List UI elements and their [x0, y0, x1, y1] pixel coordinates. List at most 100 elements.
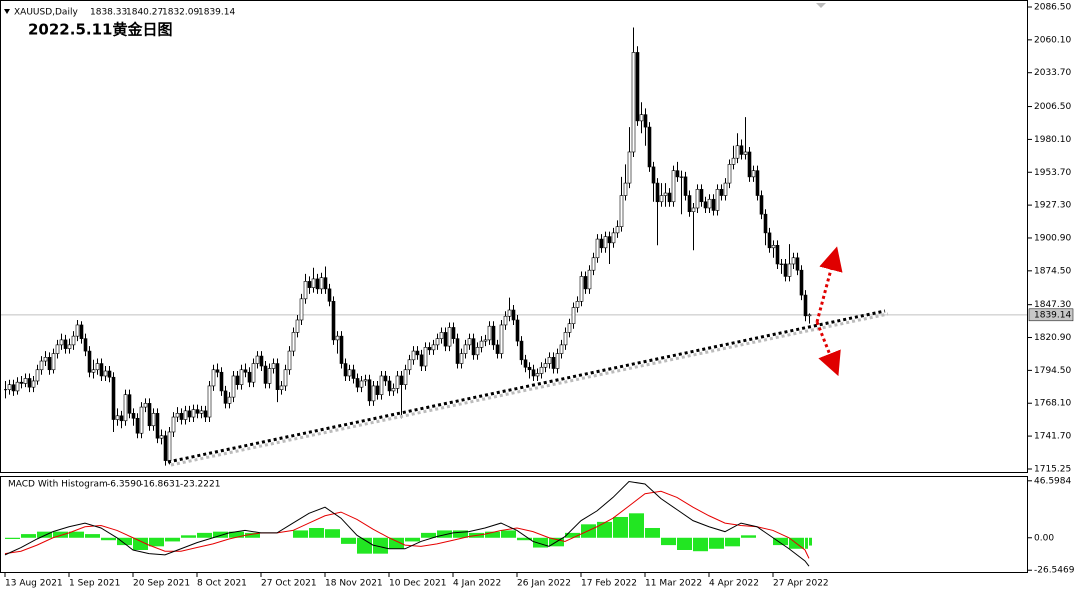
histogram-bar: [37, 531, 52, 538]
histogram-bar: [517, 537, 532, 541]
histogram-bar: [405, 537, 420, 542]
candle-body: [99, 363, 104, 377]
candle-body: [743, 151, 748, 155]
candle-body: [507, 309, 512, 317]
candle-body: [471, 338, 476, 356]
y-tick-label: 2006.50: [1034, 102, 1071, 112]
histogram-bar: [725, 537, 740, 547]
histogram-bar: [5, 537, 20, 539]
histogram-bar: [341, 537, 356, 544]
candle-body: [195, 409, 200, 414]
candle-body: [127, 394, 132, 414]
signal-line: [4, 490, 810, 559]
y-tick-label: 1794.50: [1034, 366, 1071, 376]
candle-body: [711, 198, 716, 211]
candle-body: [79, 324, 84, 339]
main-panel: [0, 0, 1028, 473]
candle-body: [667, 192, 672, 203]
candle-body: [467, 338, 472, 346]
y-tick-label: 1927.30: [1034, 201, 1071, 211]
ohlc-high: 1840.27: [126, 8, 163, 18]
candle-body: [267, 368, 272, 384]
candle-body: [707, 198, 712, 209]
candle-body: [231, 375, 236, 398]
candle-body: [119, 415, 124, 422]
histogram-bar: [741, 535, 756, 538]
candle-body: [599, 238, 604, 249]
candle-body: [315, 278, 320, 290]
candle-body: [539, 366, 544, 374]
histogram-bar: [645, 527, 660, 538]
candle-body: [399, 375, 404, 385]
candle-body: [631, 52, 636, 153]
candle-body: [787, 263, 792, 277]
candle-body: [759, 195, 764, 215]
candle-body: [583, 276, 588, 290]
candle-body: [767, 232, 772, 249]
histogram-bar: [565, 532, 580, 538]
y-tick-label: 1874.50: [1034, 266, 1071, 276]
candle-body: [459, 353, 464, 364]
x-tick-label: 1 Sep 2021: [69, 579, 120, 589]
candle-body: [71, 335, 76, 346]
candle-body: [199, 410, 204, 414]
candle-body: [479, 340, 484, 348]
candle-body: [271, 363, 276, 369]
x-tick-label: 4 Jan 2022: [453, 579, 501, 589]
candle-body: [55, 344, 60, 354]
candle-body: [107, 370, 112, 378]
candle-body: [647, 126, 652, 168]
candle-body: [551, 357, 556, 369]
y-tick-label: 1820.90: [1034, 333, 1071, 343]
candle-body: [355, 378, 360, 388]
candle-body: [243, 369, 248, 373]
histogram-bar: [101, 537, 116, 541]
candle-body: [671, 170, 676, 203]
candle-body: [19, 381, 24, 384]
candle-body: [15, 381, 20, 392]
candle-body: [779, 263, 784, 265]
candle-body: [59, 339, 64, 346]
candle-body: [219, 371, 224, 392]
histogram-bar: [117, 537, 132, 546]
candle-body: [663, 192, 668, 196]
ohlc-low: 1832.09: [162, 8, 199, 18]
candle-body: [483, 339, 488, 342]
histogram-bar: [677, 537, 692, 550]
candle-body: [675, 170, 680, 178]
candle-body: [51, 353, 56, 371]
candle-body: [795, 257, 800, 271]
macd-panel: [0, 476, 1028, 573]
x-tick-label: 27 Oct 2021: [261, 579, 317, 589]
candle-body: [415, 350, 420, 356]
histogram-bar: [53, 531, 68, 538]
histogram-bar: [501, 530, 516, 538]
candle-body: [807, 314, 812, 317]
candle-body: [579, 276, 584, 302]
candle-body: [591, 257, 596, 271]
histogram-bar: [325, 529, 340, 538]
candle-body: [527, 366, 532, 371]
candle-body: [547, 357, 552, 364]
macd-readout: -16.8631: [140, 480, 180, 490]
dropdown-icon: [4, 9, 10, 14]
current-price-label: 1839.14: [1034, 310, 1071, 320]
candle-body: [75, 324, 80, 337]
candle-body: [307, 281, 312, 288]
current-price-box: [1028, 308, 1074, 322]
candle-body: [571, 307, 576, 325]
x-tick-label: 20 Sep 2021: [133, 579, 190, 589]
histogram-bar: [805, 537, 808, 549]
candle-body: [43, 357, 48, 362]
candle-body: [323, 277, 328, 290]
histogram-bar: [165, 537, 180, 542]
down-arrow: [815, 321, 841, 377]
candle-body: [395, 375, 400, 389]
histogram-bar: [213, 531, 228, 538]
candle-body: [651, 166, 656, 184]
candle-body: [375, 385, 380, 395]
candle-body: [659, 195, 664, 203]
candle-body: [407, 359, 412, 371]
y-tick-label: 1847.30: [1034, 300, 1071, 310]
candle-body: [27, 378, 32, 388]
